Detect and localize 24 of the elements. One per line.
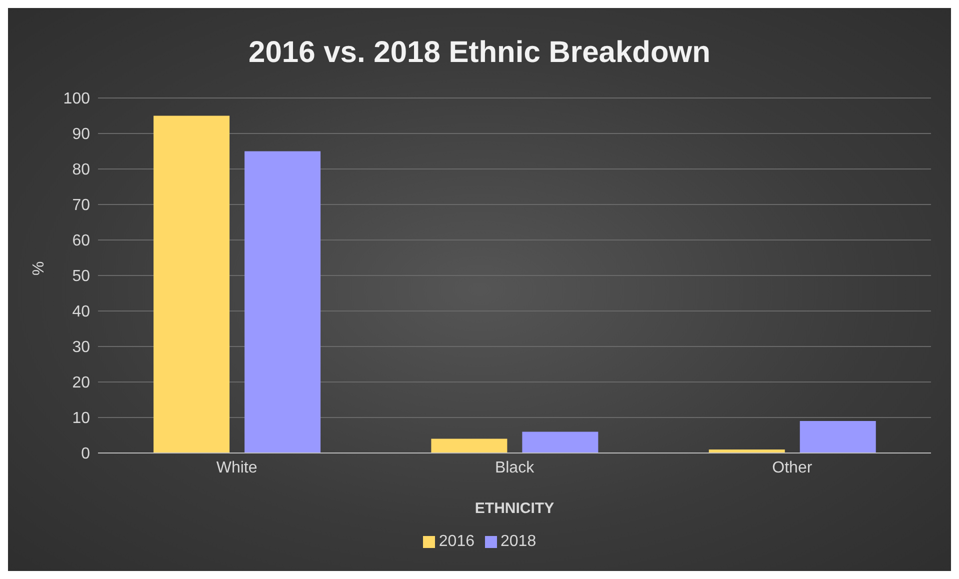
y-tick-label: 0 (81, 446, 90, 463)
x-tick-label: Other (772, 459, 813, 476)
bar (800, 421, 876, 453)
y-axis-title: % (30, 261, 48, 276)
x-tick-label: Black (494, 459, 536, 476)
y-tick-label: 50 (72, 268, 90, 286)
bar (431, 438, 508, 453)
y-tick-label: 90 (72, 126, 90, 144)
x-tick-label: White (216, 459, 258, 476)
y-tick-label: 80 (72, 162, 90, 179)
bar (522, 432, 598, 453)
y-tick-label: 60 (72, 232, 90, 250)
y-tick-label: 100 (63, 90, 90, 108)
legend-label: 2018 (500, 533, 536, 550)
bar (244, 151, 321, 453)
x-axis-title: ETHNICITY (474, 500, 554, 517)
y-tick-label: 20 (72, 374, 90, 392)
bar (154, 116, 230, 453)
y-tick-label: 70 (72, 197, 90, 214)
y-tick-label: 40 (72, 304, 90, 321)
y-tick-label: 10 (72, 410, 90, 428)
legend-label: 2016 (438, 533, 474, 550)
y-tick-label: 30 (72, 339, 90, 356)
chart-title: 2016 vs. 2018 Ethnic Breakdown (248, 36, 712, 70)
